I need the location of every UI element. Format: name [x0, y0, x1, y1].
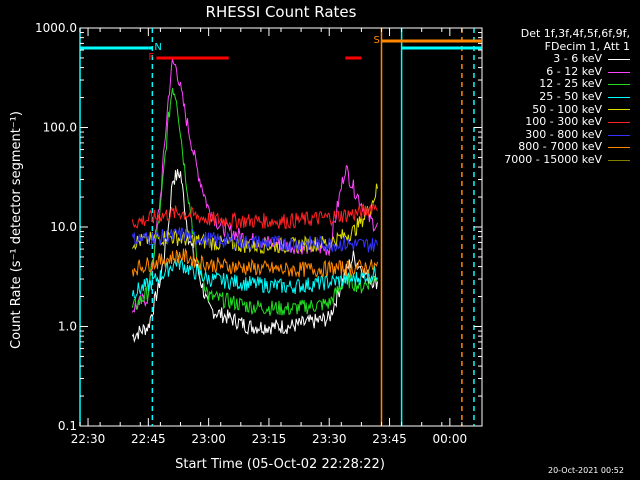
legend-entry: 800 - 7000 keV — [484, 141, 630, 154]
legend-entry-swatch — [608, 109, 630, 111]
chart-title: RHESSI Count Rates — [206, 3, 357, 21]
legend-entry-label: 12 - 25 keV — [539, 77, 602, 91]
generation-timestamp: 20-Oct-2021 00:52 — [548, 466, 624, 475]
state-bars: NF S — [80, 35, 482, 63]
series-line — [131, 227, 378, 254]
x-axis-ticks: 22:30 22:45 23:00 23:15 23:30 23:45 00:00 — [71, 28, 483, 446]
legend-entry-label: 300 - 800 keV — [525, 127, 602, 141]
state-bar-label: S — [374, 35, 380, 46]
x-tick-label: 23:30 — [312, 432, 347, 446]
x-tick-label: 23:15 — [252, 432, 287, 446]
series-line — [131, 88, 378, 316]
series-line — [131, 183, 378, 254]
legend-entry-swatch — [608, 58, 630, 60]
x-tick-label: 22:45 — [131, 432, 166, 446]
x-tick-label: 00:00 — [433, 432, 468, 446]
legend-entry: 7000 - 15000 keV — [484, 152, 630, 167]
legend-entry-label: 25 - 50 keV — [539, 89, 602, 103]
legend-entry-swatch — [608, 147, 630, 149]
x-tick-label: 23:00 — [191, 432, 226, 446]
vertical-markers — [79, 28, 475, 426]
legend-entry-swatch — [608, 121, 630, 123]
y-tick-label: 100.0 — [43, 121, 77, 135]
legend-entry-label: 50 - 100 keV — [532, 102, 602, 116]
legend-entry-label: 3 - 6 keV — [553, 52, 602, 66]
legend-entry-swatch — [608, 159, 630, 161]
legend-entry: 300 - 800 keV — [484, 127, 630, 142]
x-tick-label: 23:45 — [372, 432, 407, 446]
legend-header-line-2: FDecim 1, Att 1 — [544, 39, 630, 53]
y-tick-label: 0.1 — [58, 419, 77, 433]
chart-legend: Det 1f,3f,4f,5f,6f,9f, FDecim 1, Att 1 3… — [484, 27, 630, 167]
y-tick-label: 1.0 — [58, 320, 77, 334]
legend-entry: 6 - 12 keV — [484, 64, 630, 79]
series-line — [131, 255, 378, 300]
legend-entry-swatch — [608, 71, 630, 73]
y-tick-label: 10.0 — [50, 220, 77, 234]
legend-entries: 3 - 6 keV 6 - 12 keV 12 - 25 keV 25 - 50 ke… — [484, 53, 630, 166]
legend-entry-label: 6 - 12 keV — [546, 64, 602, 78]
legend-entry: 50 - 100 keV — [484, 102, 630, 117]
x-tick-label: 22:30 — [71, 432, 106, 446]
data-series — [131, 58, 378, 344]
state-bar-label: F — [148, 52, 154, 63]
legend-entry-swatch — [608, 96, 630, 98]
legend-header-line-1: Det 1f,3f,4f,5f,6f,9f, — [520, 27, 630, 40]
legend-entry: 12 - 25 keV — [484, 78, 630, 91]
series-line — [131, 169, 378, 344]
y-axis-label: Count Rate (s⁻¹ detector segment⁻¹) — [9, 111, 24, 349]
legend-entry: 25 - 50 keV — [484, 89, 630, 104]
x-axis-label: Start Time (05-Oct-02 22:28:22) — [175, 457, 385, 472]
series-line — [131, 203, 378, 230]
legend-entry-label: 800 - 7000 keV — [518, 140, 602, 154]
plot-frame — [79, 27, 483, 427]
legend-entry: 100 - 300 keV — [484, 116, 630, 129]
legend-entry: 3 - 6 keV — [484, 53, 630, 66]
legend-entry-swatch — [608, 84, 630, 86]
legend-entry-label: 100 - 300 keV — [525, 115, 602, 129]
series-line — [131, 247, 378, 278]
y-axis-ticks: 1000.0 100.0 10.0 1.0 0.1 — [35, 21, 482, 433]
legend-entry-swatch — [608, 134, 630, 136]
state-bar-label: N — [154, 42, 161, 53]
y-tick-label: 1000.0 — [35, 21, 77, 35]
legend-entry-label: 7000 - 15000 keV — [504, 152, 602, 166]
